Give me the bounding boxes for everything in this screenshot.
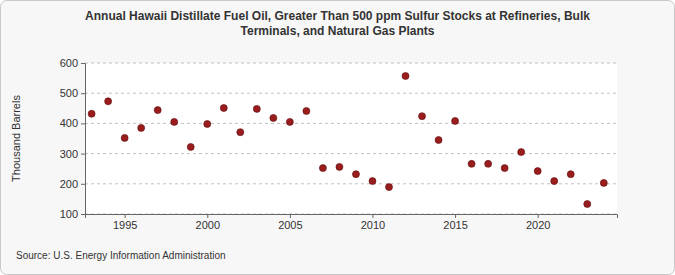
- x-tick-mark: [125, 214, 126, 218]
- point: [220, 104, 227, 111]
- x-tick-mark: [207, 214, 208, 218]
- grid-line: [85, 183, 617, 184]
- grid-line: [85, 93, 617, 94]
- x-tick-mark: [538, 214, 539, 218]
- y-tick: 300: [60, 148, 85, 160]
- grid-line: [85, 123, 617, 124]
- y-tick-label: 200: [60, 178, 78, 190]
- x-tick: 2020: [526, 214, 550, 231]
- point: [551, 178, 558, 185]
- point: [88, 110, 95, 117]
- y-tick-mark: [81, 214, 85, 215]
- point: [253, 105, 260, 112]
- point: [187, 143, 194, 150]
- x-tick: 2015: [443, 214, 467, 231]
- point: [270, 114, 277, 121]
- x-tick-label: 2000: [196, 219, 220, 231]
- grid-line: [85, 63, 617, 64]
- point: [369, 178, 376, 185]
- axis-line: [81, 64, 86, 215]
- y-tick-label: 300: [60, 148, 78, 160]
- y-tick-mark: [81, 184, 85, 185]
- point: [336, 163, 343, 170]
- chart-frame: [1, 1, 675, 275]
- point: [204, 121, 211, 128]
- x-tick-label: 1995: [113, 219, 137, 231]
- point: [319, 165, 326, 172]
- plot-area: [85, 63, 617, 214]
- grid-line: [85, 153, 617, 154]
- y-tick-mark: [81, 93, 85, 94]
- point: [452, 117, 459, 124]
- point: [567, 171, 574, 178]
- y-tick: 400: [60, 117, 85, 129]
- point: [518, 149, 525, 156]
- y-tick: 100: [60, 208, 85, 220]
- x-tick-mark: [290, 214, 291, 218]
- x-tick: 1995: [113, 214, 137, 231]
- point: [435, 137, 442, 144]
- y-tick: 200: [60, 178, 85, 190]
- point: [600, 179, 607, 186]
- y-tick-label: 600: [60, 57, 78, 69]
- point: [584, 201, 591, 208]
- point: [485, 160, 492, 167]
- point: [121, 134, 128, 141]
- x-tick: 2005: [278, 214, 302, 231]
- y-axis-title: Thousand Barrels: [10, 95, 22, 182]
- point: [468, 160, 475, 167]
- title-line: Annual Hawaii Distillate Fuel Oil, Great…: [85, 9, 590, 23]
- x-tick: 2010: [361, 214, 385, 231]
- point: [138, 124, 145, 131]
- y-tick-label: 500: [60, 87, 78, 99]
- point: [402, 72, 409, 79]
- y-tick-mark: [81, 63, 85, 64]
- point: [386, 184, 393, 191]
- title: Annual Hawaii Distillate Fuel Oil, Great…: [85, 9, 590, 38]
- point: [105, 98, 112, 105]
- x-tick-mark: [372, 214, 373, 218]
- point: [303, 108, 310, 115]
- x-axis: 1995 2000 2005 2010 2015 2020: [86, 214, 618, 231]
- y-tick-mark: [81, 154, 85, 155]
- point: [154, 107, 161, 114]
- points: [88, 72, 607, 207]
- x-tick: 2000: [196, 214, 220, 231]
- x-tick-label: 2010: [361, 219, 385, 231]
- point: [171, 118, 178, 125]
- x-tick-mark: [455, 214, 456, 218]
- source-note: Source: U.S. Energy Information Administ…: [16, 250, 226, 261]
- y-tick-mark: [81, 123, 85, 124]
- y-tick: 500: [60, 87, 85, 99]
- y-tick-label: 100: [60, 208, 78, 220]
- axis-line: [86, 215, 618, 219]
- y-tick: 600: [60, 57, 85, 69]
- x-tick-label: 2015: [443, 219, 467, 231]
- point: [352, 171, 359, 178]
- x-tick-label: 2005: [278, 219, 302, 231]
- y-axis: 100 200 300 400 500 600: [60, 57, 86, 220]
- title-line: Terminals, and Natural Gas Plants: [241, 24, 435, 38]
- point: [534, 168, 541, 175]
- point: [237, 129, 244, 136]
- y-tick-label: 400: [60, 117, 78, 129]
- point: [419, 113, 426, 120]
- chart: Annual Hawaii Distillate Fuel Oil, Great…: [0, 0, 675, 275]
- point: [501, 165, 508, 172]
- point: [286, 118, 293, 125]
- grid: [85, 63, 617, 214]
- x-tick-label: 2020: [526, 219, 550, 231]
